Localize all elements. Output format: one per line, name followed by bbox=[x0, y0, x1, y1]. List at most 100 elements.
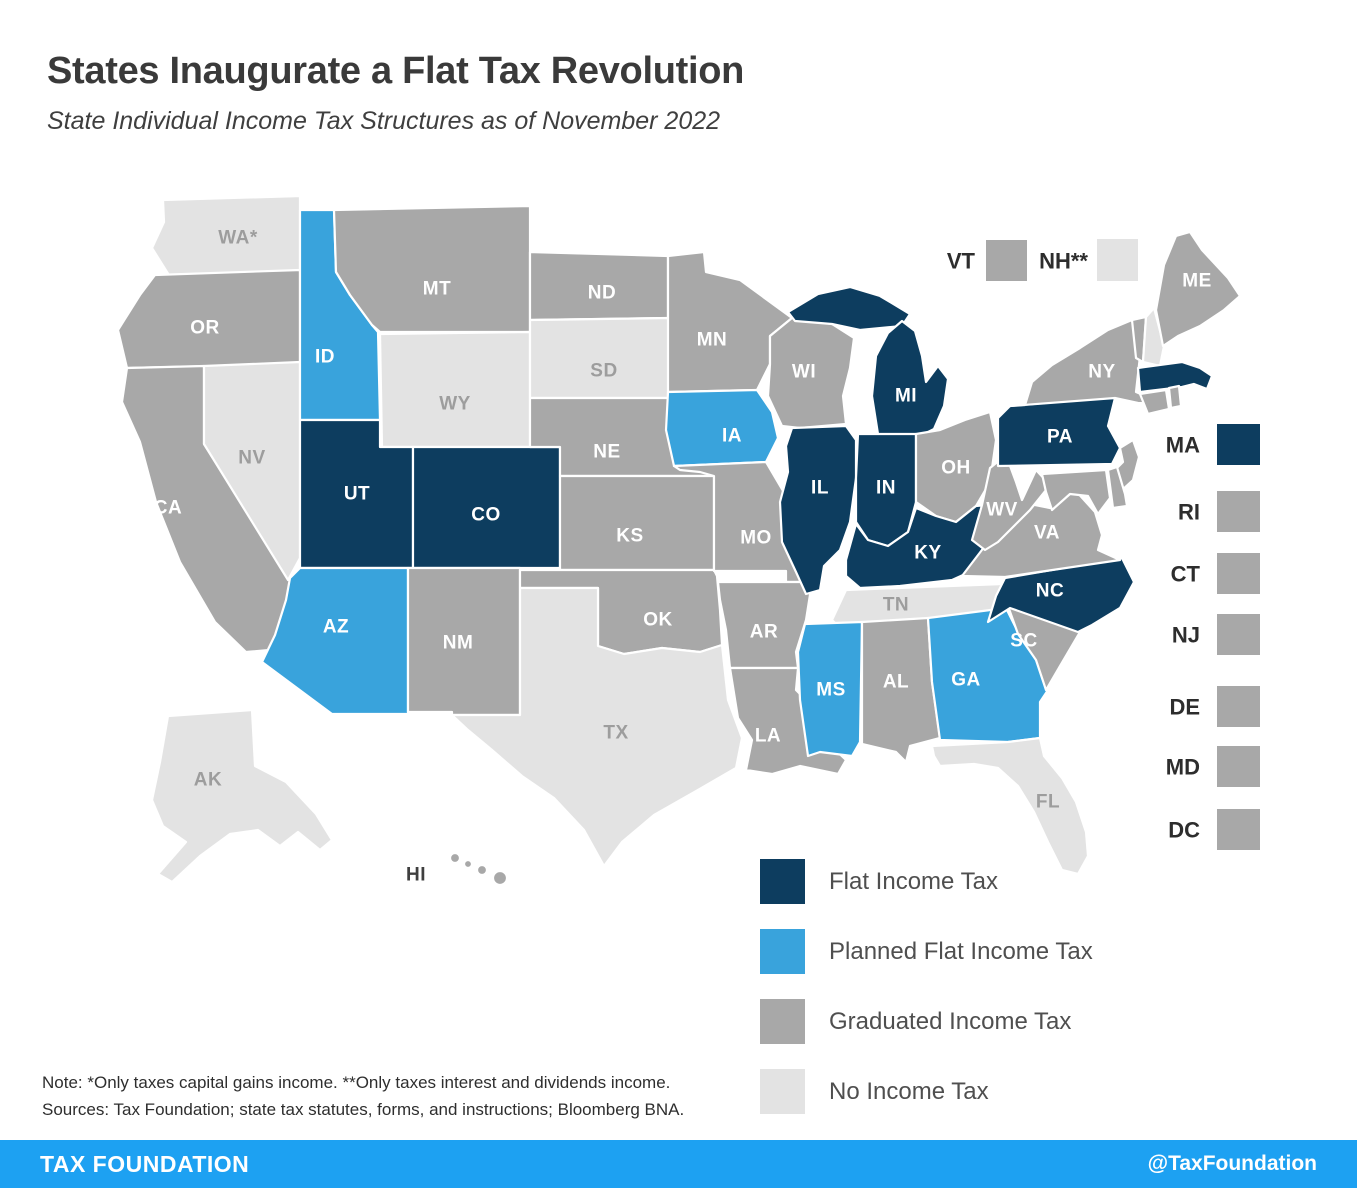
callout-box-de bbox=[1217, 686, 1260, 727]
legend-swatch-graduated bbox=[760, 999, 805, 1044]
state-ky bbox=[844, 502, 1002, 590]
state-label-hi: HI bbox=[406, 865, 426, 886]
state-nh bbox=[1141, 306, 1166, 368]
legend-swatch-flat bbox=[760, 859, 805, 904]
callout-box-nh bbox=[1097, 239, 1138, 281]
callout-nh: NH** bbox=[1039, 239, 1138, 281]
state-wv bbox=[970, 453, 1052, 552]
state-label-mi: MI bbox=[895, 386, 917, 407]
callout-label-ri: RI bbox=[1178, 500, 1200, 525]
legend-swatch-planned bbox=[760, 929, 805, 974]
state-label-ut: UT bbox=[344, 484, 370, 505]
callout-label-ma: MA bbox=[1166, 433, 1200, 458]
page-subtitle: State Individual Income Tax Structures a… bbox=[47, 107, 721, 135]
state-ny bbox=[1008, 318, 1168, 408]
callout-label-ct: CT bbox=[1171, 562, 1201, 587]
callout-label-nh: NH** bbox=[1039, 249, 1088, 274]
callout-label-vt: VT bbox=[947, 249, 976, 274]
state-sd bbox=[528, 316, 672, 400]
state-label-ia: IA bbox=[722, 426, 742, 447]
state-label-ak: AK bbox=[194, 770, 222, 791]
state-label-co: CO bbox=[471, 505, 501, 526]
footer-handle: @TaxFoundation bbox=[1147, 1152, 1317, 1175]
state-label-or: OR bbox=[190, 318, 220, 339]
callout-label-nj: NJ bbox=[1172, 623, 1200, 648]
callout-label-de: DE bbox=[1169, 695, 1200, 720]
state-de bbox=[1106, 465, 1129, 510]
state-mi bbox=[870, 319, 950, 437]
state-me bbox=[1154, 230, 1242, 348]
legend-row-flat: Flat Income Tax bbox=[760, 859, 1093, 904]
state-label-wa: WA* bbox=[218, 228, 258, 249]
callout-box-ri bbox=[1217, 491, 1260, 532]
legend-row-graduated: Graduated Income Tax bbox=[760, 999, 1093, 1044]
state-label-ne: NE bbox=[593, 442, 620, 463]
state-label-ms: MS bbox=[816, 680, 846, 701]
state-hi-island bbox=[462, 858, 474, 870]
state-md bbox=[1040, 468, 1112, 516]
legend-row-none: No Income Tax bbox=[760, 1069, 1093, 1114]
state-label-nv: NV bbox=[238, 448, 265, 469]
state-label-in: IN bbox=[876, 478, 896, 499]
state-nv bbox=[202, 360, 302, 582]
state-label-ca: CA bbox=[154, 498, 182, 519]
footer-bar: TAX FOUNDATION @TaxFoundation bbox=[0, 1140, 1357, 1188]
callout-nj: NJ bbox=[1172, 614, 1260, 655]
legend-label-planned: Planned Flat Income Tax bbox=[829, 937, 1093, 965]
state-label-wi: WI bbox=[792, 362, 816, 383]
callout-label-md: MD bbox=[1166, 755, 1200, 780]
callout-box-ct bbox=[1217, 553, 1260, 594]
state-nc bbox=[986, 556, 1136, 634]
callout-box-vt bbox=[986, 240, 1027, 281]
state-label-mn: MN bbox=[697, 330, 728, 351]
state-label-pa: PA bbox=[1047, 427, 1073, 448]
state-hi-island bbox=[448, 851, 462, 865]
state-wy bbox=[378, 330, 532, 449]
state-label-ks: KS bbox=[616, 526, 643, 547]
state-fl bbox=[930, 736, 1090, 876]
state-label-sc: SC bbox=[1010, 631, 1037, 652]
legend-swatch-none bbox=[760, 1069, 805, 1114]
state-ks bbox=[558, 474, 716, 572]
callout-md: MD bbox=[1166, 746, 1260, 787]
state-ri bbox=[1167, 384, 1183, 410]
state-label-oh: OH bbox=[941, 458, 971, 479]
state-tx bbox=[450, 586, 744, 868]
state-label-wy: WY bbox=[439, 394, 471, 415]
callout-ma: MA bbox=[1166, 424, 1260, 465]
callout-ct: CT bbox=[1171, 553, 1260, 594]
callout-box-nj bbox=[1217, 614, 1260, 655]
state-label-va: VA bbox=[1034, 523, 1060, 544]
state-mt bbox=[332, 204, 532, 334]
state-il bbox=[778, 424, 858, 596]
callout-box-md bbox=[1217, 746, 1260, 787]
state-ia bbox=[664, 388, 780, 468]
state-label-nm: NM bbox=[443, 633, 474, 654]
legend: Flat Income Tax Planned Flat Income Tax … bbox=[760, 859, 1093, 1139]
header: States Inaugurate a Flat Tax Revolution … bbox=[47, 50, 744, 136]
state-label-id: ID bbox=[315, 347, 335, 368]
state-label-la: LA bbox=[755, 726, 781, 747]
legend-row-planned: Planned Flat Income Tax bbox=[760, 929, 1093, 974]
callout-dc: DC bbox=[1168, 809, 1260, 850]
state-label-me: ME bbox=[1182, 271, 1212, 292]
callout-ri: RI bbox=[1178, 491, 1260, 532]
state-ct bbox=[1138, 388, 1171, 416]
sources-text: Sources: Tax Foundation; state tax statu… bbox=[42, 1100, 685, 1119]
legend-label-flat: Flat Income Tax bbox=[829, 867, 998, 895]
state-label-nc: NC bbox=[1036, 581, 1064, 602]
state-label-ky: KY bbox=[914, 543, 941, 564]
state-label-al: AL bbox=[883, 672, 909, 693]
state-label-wv: WV bbox=[986, 500, 1018, 521]
state-ma bbox=[1136, 360, 1214, 394]
state-mi-upper-peninsula bbox=[786, 285, 912, 332]
callout-box-dc bbox=[1217, 809, 1260, 850]
state-label-mo: MO bbox=[740, 528, 772, 549]
state-label-mt: MT bbox=[423, 279, 451, 300]
state-label-az: AZ bbox=[323, 617, 349, 638]
state-hi-island bbox=[475, 863, 489, 877]
state-label-sd: SD bbox=[590, 361, 617, 382]
state-label-tn: TN bbox=[883, 595, 909, 616]
